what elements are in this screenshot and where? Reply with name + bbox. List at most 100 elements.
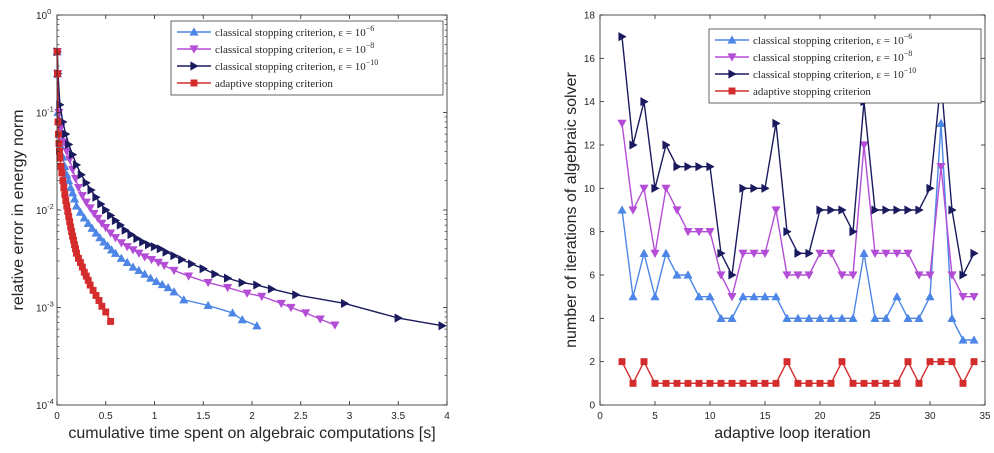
legend-entry-classical-1e-8: classical stopping criterion, ε = 10−8 bbox=[715, 49, 912, 64]
chart-2: 0 5 10 15 20 25 30 35 0 2 4 6 8 10 12 14 16 18 adaptive lo… bbox=[563, 11, 991, 443]
data-point bbox=[71, 201, 82, 210]
data-point bbox=[315, 315, 325, 324]
data-point bbox=[156, 244, 166, 254]
data-point bbox=[629, 140, 638, 150]
legend-label: adaptive stopping criterion bbox=[753, 86, 871, 98]
data-point bbox=[926, 358, 934, 366]
data-point bbox=[970, 248, 979, 258]
data-point bbox=[651, 183, 660, 193]
data-point bbox=[60, 184, 68, 191]
data-point bbox=[793, 271, 803, 280]
legend: classical stopping criterion, ε = 10−6 cl… bbox=[708, 28, 982, 104]
legend-marker bbox=[189, 27, 199, 36]
data-point bbox=[958, 293, 968, 302]
data-point bbox=[903, 313, 913, 322]
data-point bbox=[140, 253, 150, 262]
legend-box bbox=[170, 20, 444, 96]
data-point bbox=[684, 379, 692, 387]
data-point bbox=[102, 308, 110, 316]
data-point bbox=[178, 254, 187, 265]
data-point bbox=[849, 227, 858, 237]
y-tick-label: 2 bbox=[589, 357, 595, 368]
plot-area bbox=[52, 47, 447, 331]
data-point bbox=[661, 184, 671, 194]
data-point bbox=[727, 313, 737, 322]
legend: classical stopping criterion, ε = 10−6 cl… bbox=[170, 20, 444, 96]
data-point bbox=[145, 273, 156, 282]
data-point bbox=[804, 313, 814, 322]
x-tick-label: 25 bbox=[869, 411, 881, 422]
legend-label: classical stopping criterion, ε = 10−8 bbox=[753, 49, 912, 64]
data-point bbox=[684, 162, 693, 172]
data-point bbox=[65, 139, 74, 150]
data-point bbox=[330, 321, 340, 330]
legend-marker bbox=[189, 45, 199, 54]
data-point bbox=[276, 299, 286, 309]
data-point bbox=[970, 358, 978, 366]
data-point bbox=[253, 280, 262, 290]
data-point bbox=[267, 284, 277, 294]
x-tick-label: 4 bbox=[444, 411, 450, 422]
data-point bbox=[738, 249, 748, 259]
data-point bbox=[650, 291, 660, 301]
data-point bbox=[838, 358, 846, 366]
data-point bbox=[102, 205, 111, 215]
y-tick-label: 10-1 bbox=[36, 105, 54, 120]
data-point bbox=[716, 271, 726, 280]
data-point bbox=[67, 188, 78, 197]
data-point bbox=[838, 205, 847, 215]
data-point bbox=[761, 183, 770, 193]
data-point bbox=[760, 291, 770, 301]
x-tick-label: 0 bbox=[597, 411, 603, 422]
y-tick-label: 10-3 bbox=[36, 300, 54, 315]
data-point bbox=[826, 313, 836, 322]
data-point bbox=[827, 205, 836, 215]
data-point bbox=[716, 313, 726, 322]
data-point bbox=[827, 379, 835, 387]
x-tick-label: 3 bbox=[347, 411, 353, 422]
data-point bbox=[728, 270, 737, 280]
data-point bbox=[89, 209, 99, 219]
legend-entry-adaptive: adaptive stopping criterion bbox=[715, 86, 871, 98]
data-point bbox=[640, 358, 648, 366]
data-point bbox=[969, 335, 979, 344]
y-tick-label: 10 bbox=[584, 184, 596, 195]
x-tick-label: 35 bbox=[979, 411, 991, 422]
data-point bbox=[694, 228, 704, 237]
data-point bbox=[849, 379, 857, 387]
data-point bbox=[134, 265, 144, 275]
data-point bbox=[662, 379, 670, 387]
data-point bbox=[629, 379, 637, 387]
data-point bbox=[959, 270, 968, 280]
data-point bbox=[805, 248, 814, 258]
data-point bbox=[837, 271, 847, 280]
data-point bbox=[695, 162, 704, 172]
data-point bbox=[728, 379, 736, 387]
data-point bbox=[237, 314, 247, 324]
data-point bbox=[661, 248, 671, 257]
data-point bbox=[860, 379, 868, 387]
data-point bbox=[140, 269, 150, 278]
data-point bbox=[870, 249, 880, 259]
data-point bbox=[146, 255, 157, 265]
data-point bbox=[227, 308, 238, 317]
data-point bbox=[936, 118, 946, 127]
data-point bbox=[771, 291, 781, 301]
data-point bbox=[106, 229, 116, 238]
data-point bbox=[211, 269, 220, 279]
data-point bbox=[760, 249, 770, 259]
data-point bbox=[826, 249, 836, 259]
y-axis-label: relative error in energy norm bbox=[10, 110, 27, 311]
data-point bbox=[97, 219, 107, 229]
y-axis-label: number of iterations of algebraic solver bbox=[563, 71, 580, 347]
data-point bbox=[618, 32, 627, 42]
data-point bbox=[103, 241, 113, 250]
legend-box bbox=[708, 28, 982, 104]
data-point bbox=[793, 313, 803, 322]
data-point bbox=[881, 313, 891, 322]
data-point bbox=[915, 379, 923, 387]
y-tick-label: 12 bbox=[584, 141, 596, 152]
data-point bbox=[59, 177, 67, 185]
data-point bbox=[301, 309, 311, 318]
data-point bbox=[673, 162, 682, 172]
